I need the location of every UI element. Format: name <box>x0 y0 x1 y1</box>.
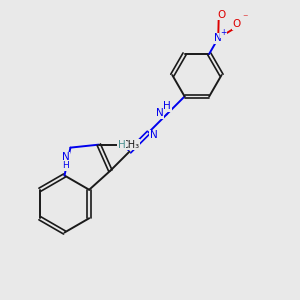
Text: O: O <box>232 19 241 29</box>
Text: N: N <box>150 130 158 140</box>
Text: H: H <box>118 140 126 150</box>
Text: H: H <box>63 161 69 170</box>
Text: N: N <box>62 152 70 162</box>
Text: ⁻: ⁻ <box>242 13 248 23</box>
Text: H: H <box>163 101 171 111</box>
Text: CH₃: CH₃ <box>121 140 139 150</box>
Text: +: + <box>220 28 227 37</box>
Text: N: N <box>156 108 164 118</box>
Text: N: N <box>214 33 222 43</box>
Text: O: O <box>217 10 226 20</box>
